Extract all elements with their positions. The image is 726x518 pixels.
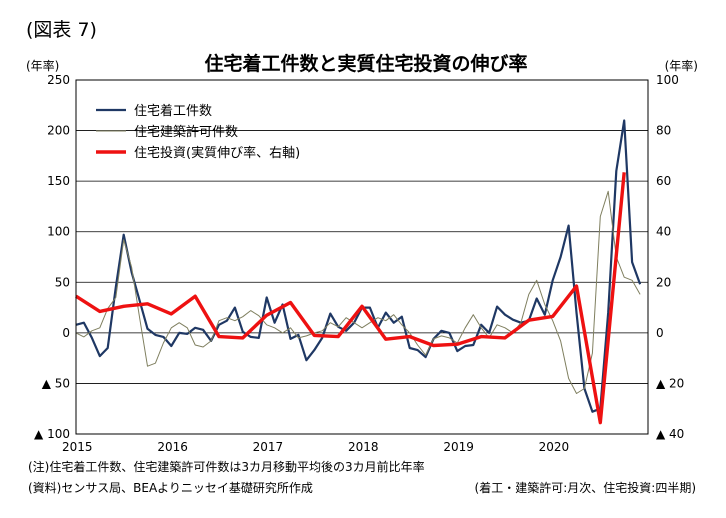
right-tick-label: ▲ 20 [656,376,684,390]
left-tick-label: 250 [47,73,70,87]
left-tick-label: 0 [62,326,70,340]
left-tick-label: 150 [47,174,70,188]
left-tick-label: 50 [55,275,70,289]
right-tick-label: 0 [656,326,664,340]
frequency-note: (着工・建築許可:月次、住宅投資:四半期) [475,480,696,495]
left-axis-ticks: 250 200 150 100 50 0 ▲ 50 ▲ 100 [34,73,70,441]
series-line [75,172,626,425]
right-axis-unit: (年率) [665,58,698,73]
right-tick-label: 100 [656,73,679,87]
legend-label: 住宅投資(実質伸び率、右軸) [134,145,300,161]
plot-frame [75,79,649,435]
chart-title: 住宅着工件数と実質住宅投資の伸び率 [204,52,527,75]
note-text: (注)住宅着工件数、住宅建築許可件数は3カ月移動平均後の3カ月前比年率 [28,459,425,474]
legend-label: 住宅建築許可件数 [134,125,238,140]
figure-label: (図表 7) [26,19,97,41]
right-tick-label: 60 [656,174,671,188]
x-tick-label: 2019 [443,440,474,454]
right-axis-ticks: 100 80 60 40 20 0 ▲ 20 ▲ 40 [656,73,684,441]
left-tick-label: 100 [47,225,70,239]
right-tick-label: 80 [656,124,671,138]
right-tick-label: 40 [656,225,671,239]
left-axis-unit: (年率) [26,58,59,73]
left-tick-label: ▲ 100 [34,427,70,441]
right-tick-label: 20 [656,275,671,289]
x-tick-label: 2016 [157,440,188,454]
gridlines [76,130,648,384]
x-axis-ticks: 2015 2016 2017 2018 2019 2020 [62,440,569,454]
left-tick-label: ▲ 50 [42,376,70,390]
series-line [75,190,641,394]
x-tick-label: 2020 [539,440,570,454]
x-tick-label: 2018 [348,440,379,454]
series-lines [75,119,642,425]
left-tick-label: 200 [47,124,70,138]
legend-label: 住宅着工件数 [134,103,212,119]
right-tick-label: ▲ 40 [656,427,684,441]
x-tick-label: 2017 [253,440,284,454]
x-tick-label: 2015 [62,440,93,454]
series-line [75,119,642,413]
source-text: (資料)センサス局、BEAよりニッセイ基礎研究所作成 [28,480,313,495]
